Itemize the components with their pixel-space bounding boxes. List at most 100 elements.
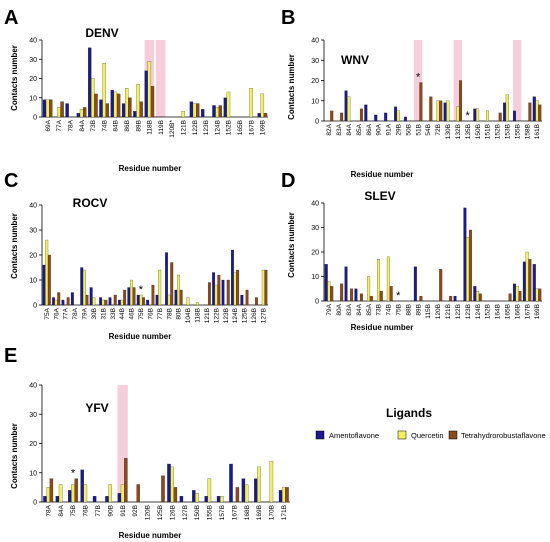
bar-tetrahydrorobustaflavone-73B xyxy=(379,291,383,302)
legend-swatch-quercetin xyxy=(397,430,407,440)
panel-letter: E xyxy=(4,345,17,367)
bar-amentoflavone-77B xyxy=(92,496,97,503)
bar-tetrahydrorobustaflavone-80B xyxy=(179,289,183,306)
x-tick-label: 135B xyxy=(465,124,472,139)
x-tick-label: 89B xyxy=(135,120,142,132)
legend: Ligands Amentoflavone Quercetin Tetrahyd… xyxy=(315,406,546,440)
bar-amentoflavone-77B xyxy=(155,294,159,306)
bar-amentoflavone-168B xyxy=(241,478,246,503)
x-tick-label: 77B xyxy=(95,505,102,517)
bar-amentoflavone-167B xyxy=(229,463,233,503)
bar-amentoflavone-76B xyxy=(146,299,150,306)
bar-amentoflavone-30B xyxy=(89,287,93,306)
bar-quercetin-124B xyxy=(233,272,237,306)
bar-amentoflavone-167B xyxy=(522,261,526,302)
x-tick-label: 84A xyxy=(346,123,353,135)
x-tick-label: 115B xyxy=(425,304,432,319)
bar-tetrahydrorobustaflavone-92B xyxy=(136,484,140,503)
bar-amentoflavone-123B xyxy=(221,279,225,306)
y-axis-label: Contacts number xyxy=(287,54,296,120)
x-tick-label: 170B xyxy=(269,505,276,520)
panel-letter: B xyxy=(281,7,295,29)
x-tick-label: 122B xyxy=(213,308,220,323)
x-axis-label: Residue number xyxy=(351,323,414,332)
x-tick-label: 120B xyxy=(145,505,152,520)
x-tick-label: 86A xyxy=(366,123,373,135)
x-tick-label: 165B xyxy=(505,304,512,319)
bar-tetrahydrorobustaflavone-158B xyxy=(528,102,532,122)
x-tick-label: 123B xyxy=(465,304,472,319)
bar-quercetin-79A xyxy=(327,281,331,302)
bar-tetrahydrorobustaflavone-126B xyxy=(255,297,258,306)
bar-tetrahydrorobustaflavone-44B xyxy=(123,289,127,306)
bar-amentoflavone-89B xyxy=(133,111,137,118)
bar-tetrahydrorobustaflavone-165B xyxy=(508,293,512,302)
x-tick-label: 121B xyxy=(180,120,187,135)
y-tick-label: 30 xyxy=(29,412,37,419)
bar-quercetin-121B xyxy=(181,111,185,118)
bar-quercetin-84A xyxy=(347,96,351,122)
bar-quercetin-31B xyxy=(101,299,105,306)
bar-quercetin-80B xyxy=(177,274,180,306)
y-axis-label: Contacts number xyxy=(10,45,19,111)
bar-amentoflavone-123B xyxy=(201,109,205,118)
x-tick-label: 157B xyxy=(219,505,226,520)
x-tick-label: 126B xyxy=(251,308,258,323)
x-tick-label: 126B xyxy=(169,505,176,520)
x-tick-label: 127B xyxy=(260,308,267,323)
bar-tetrahydrorobustaflavone-85A xyxy=(369,295,373,302)
bar-amentoflavone-155B xyxy=(512,110,516,122)
bar-quercetin-76B xyxy=(83,484,88,503)
x-tick-label: 127B xyxy=(182,505,189,520)
bar-amentoflavone-83A xyxy=(344,266,348,302)
y-tick-label: 40 xyxy=(311,38,319,45)
bar-amentoflavone-29B xyxy=(394,106,398,122)
y-tick-label: 10 xyxy=(29,95,37,102)
bar-tetrahydrorobustaflavone-85A xyxy=(359,108,363,122)
bar-tetrahydrorobustaflavone-76B xyxy=(151,284,155,306)
bar-quercetin-84A xyxy=(79,109,84,118)
x-tick-label: 90A xyxy=(376,123,383,135)
bar-amentoflavone-73B xyxy=(88,47,92,118)
x-tick-label: 166B xyxy=(514,304,521,319)
bar-tetrahydrorobustaflavone-126B xyxy=(173,487,178,503)
bar-amentoflavone-123B xyxy=(463,207,467,302)
bar-amentoflavone-126B xyxy=(167,463,171,503)
bar-amentoflavone-31B xyxy=(99,297,103,306)
x-tick-label: 132B xyxy=(455,124,462,139)
x-tick-label: 122B xyxy=(455,304,462,319)
x-tick-label: 153B xyxy=(505,124,512,139)
x-tick-label: 86B xyxy=(124,120,131,132)
bar-tetrahydrorobustaflavone-169B xyxy=(263,113,268,118)
x-tick-label: 124B xyxy=(475,304,482,319)
x-tick-label: 169B xyxy=(260,120,267,135)
y-tick-label: 0 xyxy=(315,119,319,126)
bar-quercetin-29B xyxy=(396,110,400,122)
bar-quercetin-85A xyxy=(367,276,371,302)
bar-tetrahydrorobustaflavone-69A xyxy=(49,99,53,118)
y-tick-label: 10 xyxy=(29,278,37,285)
x-tick-label: 120B* xyxy=(169,120,176,138)
x-tick-label: 169B xyxy=(256,505,263,520)
bar-tetrahydrorobustaflavone-132B xyxy=(459,80,463,122)
bar-quercetin-124B xyxy=(476,291,480,302)
x-tick-label: 75B xyxy=(396,304,403,316)
panel-yfv: E YFV Contacts number Residue number 0 10 20 30… xyxy=(4,345,290,540)
bar-quercetin-74B xyxy=(102,62,106,118)
bar-tetrahydrorobustaflavone-166B xyxy=(518,291,522,302)
bar-amentoflavone-79A xyxy=(324,264,328,302)
x-tick-label: 74B xyxy=(101,120,108,132)
bar-quercetin-84A xyxy=(58,484,63,503)
x-tick-label: 76B xyxy=(83,505,90,517)
legend-label-amentoflavone: Amentoflavone xyxy=(329,431,379,440)
x-tick-label: 121B xyxy=(204,308,211,323)
panel-letter: A xyxy=(4,7,18,29)
bar-quercetin-132B xyxy=(456,106,460,122)
x-tick-label: 119B xyxy=(158,120,165,135)
legend-swatch-tetrahydrorobustaflavone xyxy=(448,430,458,440)
bar-quercetin-44B xyxy=(120,299,124,306)
bar-amentoflavone-124B xyxy=(473,286,477,302)
x-axis-label: Residue number xyxy=(119,531,182,540)
bar-amentoflavone-124B xyxy=(230,249,234,306)
bar-amentoflavone-86A xyxy=(364,104,368,122)
